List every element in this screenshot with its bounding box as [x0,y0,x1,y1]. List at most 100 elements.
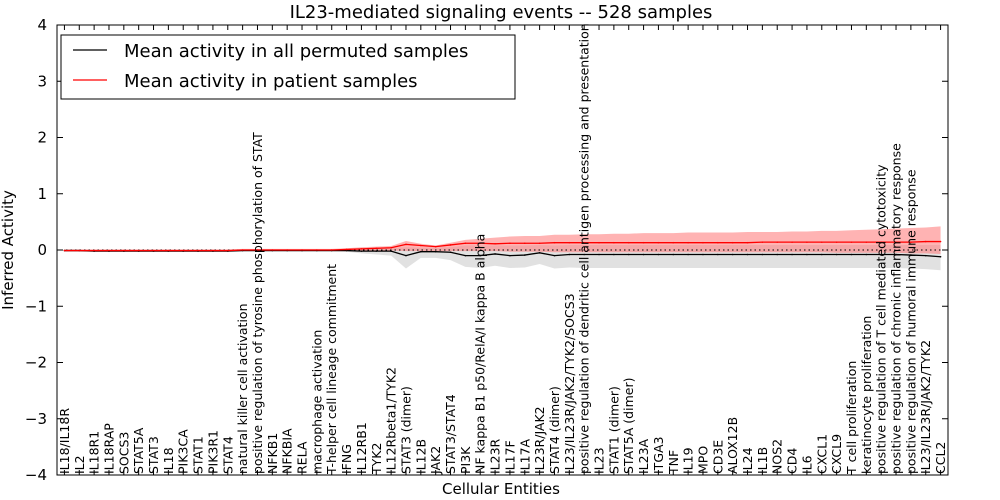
point-patient [360,248,363,250]
point-patient [330,249,333,251]
point-patient [850,241,853,243]
point-permuted [702,253,704,256]
point-patient [538,242,541,245]
point-patient [152,249,155,252]
point-permuted [494,253,496,255]
x-category-label: positive regulation of humoral immune re… [903,169,918,474]
series-lines [64,240,941,258]
point-permuted [449,251,452,254]
x-category-label: ALOX12B [725,417,740,474]
point-patient [806,241,808,243]
point-patient [687,241,689,244]
y-axis-title: Inferred Activity [0,190,17,310]
point-patient [523,242,526,245]
point-patient [820,241,823,243]
point-patient [226,249,229,252]
x-category-label: IL23A [636,438,651,474]
point-permuted [880,253,882,256]
x-category-label: IL12Rbeta1/TYK2 [384,367,399,474]
x-category-label: IFNG [339,444,354,474]
point-permuted [613,253,615,256]
point-patient [137,249,140,252]
point-patient [494,243,496,245]
x-category-label: IL18R1 [87,431,102,474]
x-category-label: IL18 [161,447,176,474]
point-patient [420,244,422,247]
x-category-label: STAT3 [146,436,161,474]
point-permuted [820,253,823,256]
point-patient [241,249,244,251]
point-permuted [434,250,437,253]
point-patient [746,241,749,244]
x-category-label: IL23/IL23R/JAK2/TYK2/SOCS3 [562,293,577,474]
point-patient [197,249,199,252]
band-patient [64,226,941,254]
y-tick-label: 1 [37,185,47,203]
point-patient [568,241,571,244]
point-patient [479,242,482,245]
point-patient [583,241,585,244]
point-patient [761,241,764,243]
point-permuted [850,253,853,256]
x-category-label: STAT5A [131,427,146,474]
point-patient [598,241,600,244]
point-patient [167,249,170,252]
x-axis-title: Cellular Entities [442,480,560,498]
x-category-label: NFKB1 [265,433,280,474]
point-permuted [806,253,808,256]
point-patient [78,249,81,252]
x-category-label: IL18/IL18R [57,408,72,474]
x-category-label: positive regulation of dendritic cell an… [577,23,592,474]
point-patient [924,240,927,243]
line-patient [64,240,941,252]
point-patient [791,241,793,243]
point-patient [613,241,615,244]
x-category-label: IL6 [799,455,814,474]
y-tick-label: −4 [25,466,47,484]
point-permuted [523,254,526,256]
point-patient [865,241,868,243]
legend[interactable]: Mean activity in all permuted samples Me… [60,34,516,100]
x-category-label: MPO [695,446,710,474]
point-permuted [910,254,912,256]
x-category-label: IL12B [413,439,428,474]
point-permuted [761,253,764,256]
point-patient [627,241,630,244]
x-category-label: macrophage activation [309,330,324,474]
x-category-label: PIK3R1 [205,430,220,474]
y-tick-label: −1 [25,297,47,315]
x-category-label: positive regulation of tyrosine phosphor… [250,132,265,474]
point-patient [449,244,452,246]
point-permuted [627,253,630,256]
point-permuted [420,250,422,253]
point-patient [63,249,66,252]
y-tick-label: 3 [37,72,47,90]
x-category-label: CXCL1 [814,434,829,474]
point-patient [212,249,214,252]
x-category-label: NOS2 [770,439,785,474]
x-category-label: TNF [666,450,681,475]
point-patient [702,241,704,244]
y-tick-label: −2 [25,354,47,372]
x-category-label: IL17A [517,438,532,474]
x-category-label: NF kappa B1 p50/RelA/I kappa B alpha [473,234,488,474]
point-patient [301,249,303,251]
x-category-label: STAT1 (dimer) [606,386,621,474]
point-patient [672,241,675,244]
point-patient [835,241,838,243]
point-permuted [939,255,942,258]
point-permuted [717,253,719,256]
y-tick-label: 2 [37,129,47,147]
x-category-label: SOCS3 [116,432,131,474]
point-permuted [672,253,675,256]
point-patient [286,249,288,251]
point-patient [939,240,942,243]
point-permuted [746,253,749,256]
point-patient [123,249,125,252]
point-patient [271,249,274,251]
x-category-label: IL24 [740,447,755,474]
point-patient [464,242,467,245]
legend-label-permuted: Mean activity in all permuted samples [124,41,468,62]
point-permuted [598,253,600,256]
x-category-label: IL12RB1 [354,422,369,474]
